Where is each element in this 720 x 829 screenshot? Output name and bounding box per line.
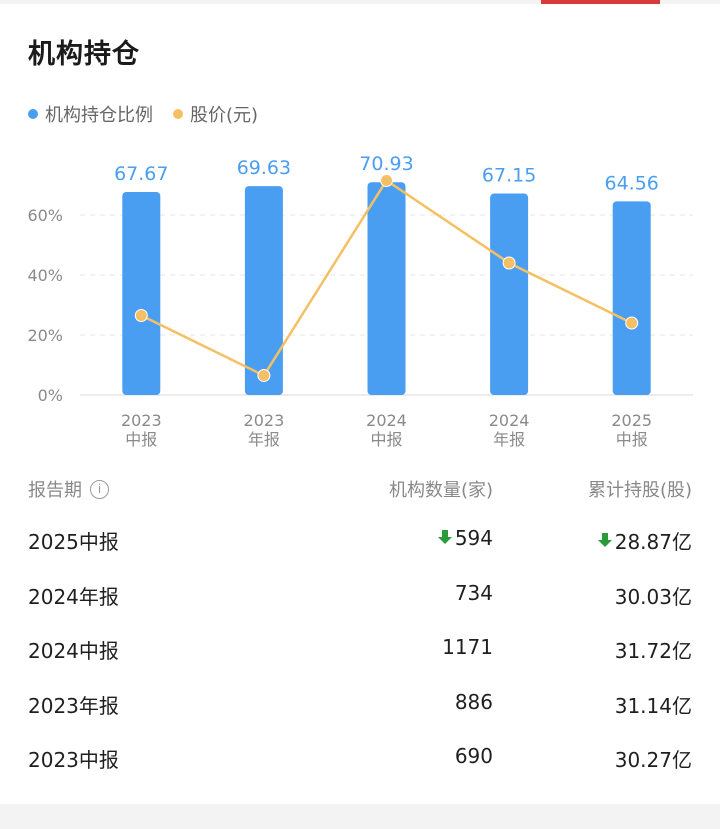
row-holding-value: 31.72亿 (614, 639, 692, 663)
price-point (380, 174, 393, 187)
legend-dot-price (173, 109, 183, 119)
price-point (134, 309, 148, 322)
down-arrow-icon (437, 526, 452, 550)
info-icon[interactable]: i (90, 479, 109, 499)
row-holding: 30.27亿 (615, 744, 692, 773)
y-tick-label: 0% (38, 386, 63, 405)
row-count-value: 734 (454, 580, 493, 605)
row-count: 1171 (442, 635, 493, 659)
bar (244, 186, 283, 395)
header-period-label: 报告期 (28, 480, 82, 501)
bar (490, 193, 529, 395)
row-count-value: 594 (454, 526, 493, 550)
chart-legend: 机构持仓比例 股价(元) (28, 101, 278, 127)
row-holding: 31.72亿 (615, 635, 692, 664)
x-tick-label: 年报 (248, 430, 280, 449)
y-tick-label: 40% (27, 266, 63, 285)
row-holding-value: 28.87亿 (614, 530, 692, 554)
bar (612, 201, 651, 395)
price-point (625, 316, 639, 330)
row-count: 734 (455, 581, 493, 605)
table-row[interactable]: 2024年报 734 30.03亿 (0, 569, 720, 623)
x-tick-label: 中报 (616, 430, 648, 449)
bar-value-label: 69.63 (237, 157, 291, 179)
row-holding: 28.87亿 (597, 526, 692, 555)
institutional-holdings-card: 机构持仓 机构持仓比例 股价(元) (0, 4, 720, 804)
row-period: 2024年报 (28, 584, 119, 609)
x-tick-label: 2023 (121, 411, 162, 430)
legend-label-ratio: 机构持仓比例 (45, 105, 153, 126)
x-tick-label: 年报 (493, 430, 525, 449)
x-tick-label: 中报 (370, 430, 402, 449)
row-holding-value: 31.14亿 (614, 693, 692, 718)
row-period: 2023年报 (28, 693, 119, 718)
header-holding: 累计持股(股) (587, 480, 692, 501)
down-arrow-icon (597, 529, 612, 553)
bar (122, 191, 161, 395)
row-count: 690 (455, 744, 493, 768)
legend-dot-ratio (28, 109, 38, 119)
table-row[interactable]: 2025中报 594 28.87亿 (0, 514, 720, 568)
y-tick-label: 60% (27, 206, 63, 225)
table-row[interactable]: 2023中报 690 30.27亿 (0, 732, 720, 786)
price-point (257, 369, 271, 382)
bar-value-label: 70.93 (359, 153, 413, 175)
row-holding-value: 30.03亿 (614, 584, 692, 609)
bar-value-label: 67.67 (114, 163, 168, 185)
legend-label-price: 股价(元) (190, 105, 259, 126)
price-point (502, 256, 516, 270)
y-tick-label: 20% (27, 326, 63, 345)
row-period: 2024中报 (28, 639, 119, 663)
row-count-value: 1171 (442, 635, 493, 659)
table-row[interactable]: 2024中报 1171 31.72亿 (0, 623, 720, 677)
header-period: 报告期 i (28, 476, 109, 502)
row-holding-value: 30.27亿 (614, 748, 692, 772)
x-tick-label: 2024 (489, 411, 530, 430)
legend-item-price[interactable]: 股价(元) (173, 101, 258, 127)
x-tick-label: 2025 (611, 411, 652, 430)
header-count: 机构数量(家) (388, 480, 493, 501)
row-count-value: 886 (454, 689, 493, 714)
x-tick-label: 中报 (125, 430, 157, 449)
x-tick-label: 2024 (366, 411, 407, 430)
holdings-chart: 0% 20% 40% 60% 67.67 69.63 70.93 67.15 64.56 2023… (27, 153, 693, 449)
row-holding: 30.03亿 (615, 581, 692, 610)
legend-item-ratio[interactable]: 机构持仓比例 (28, 101, 153, 127)
bottom-divider (0, 804, 720, 829)
bar-value-label: 64.56 (604, 172, 658, 194)
top-divider (0, 0, 720, 4)
row-count: 594 (437, 526, 493, 550)
row-holding: 31.14亿 (615, 690, 692, 719)
active-tab-indicator (541, 0, 660, 4)
x-tick-label: 2023 (244, 411, 285, 430)
card-title: 机构持仓 (28, 39, 140, 70)
bar-value-label: 67.15 (482, 165, 536, 187)
row-period: 2025中报 (28, 530, 119, 554)
table-header: 报告期 i 机构数量(家) 累计持股(股) (0, 470, 720, 506)
table-row[interactable]: 2023年报 886 31.14亿 (0, 678, 720, 732)
row-count: 886 (455, 690, 493, 714)
bar (367, 182, 406, 395)
row-count-value: 690 (454, 744, 493, 768)
row-period: 2023中报 (28, 748, 119, 772)
